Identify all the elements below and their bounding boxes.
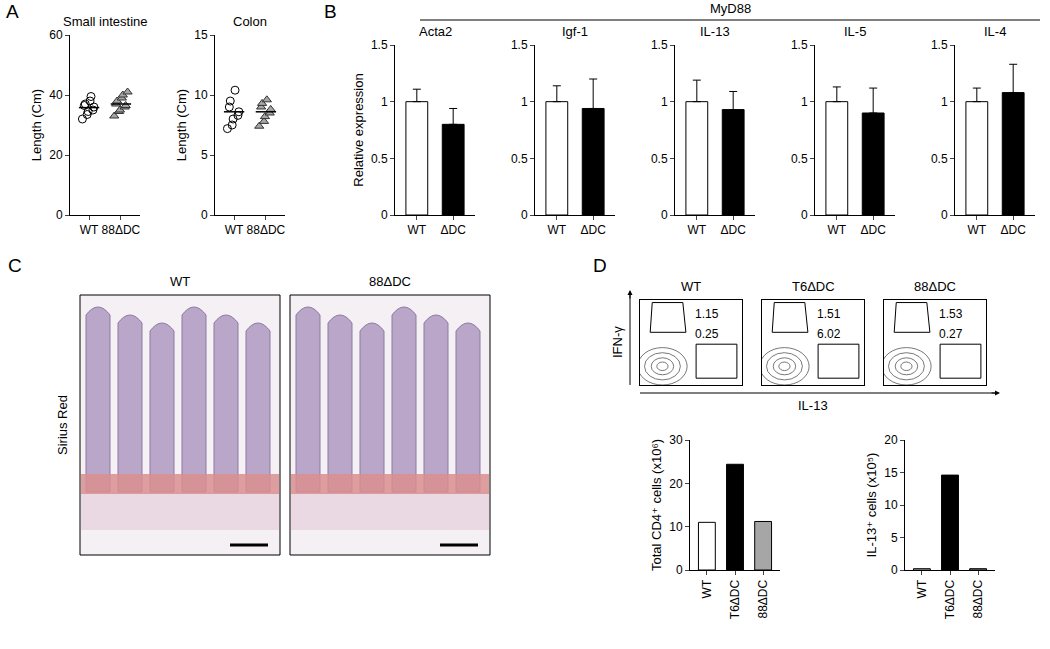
svg-text:Length (Cm): Length (Cm) (29, 89, 44, 161)
svg-text:WT: WT (687, 223, 706, 237)
svg-text:WT: WT (967, 223, 986, 237)
svg-text:1: 1 (941, 95, 948, 109)
svg-text:1.5: 1.5 (931, 38, 948, 52)
svg-text:20: 20 (49, 148, 63, 162)
svg-text:Igf-1: Igf-1 (562, 24, 588, 39)
svg-text:Relative expression: Relative expression (351, 73, 366, 186)
svg-text:WT: WT (827, 223, 846, 237)
svg-text:IL-13: IL-13 (798, 398, 828, 413)
svg-text:ΔDC: ΔDC (581, 223, 607, 237)
svg-text:0: 0 (521, 208, 528, 222)
svg-text:0: 0 (891, 563, 898, 577)
svg-text:T6ΔDC: T6ΔDC (792, 279, 835, 294)
svg-text:0: 0 (801, 208, 808, 222)
svg-text:IL-5: IL-5 (844, 24, 866, 39)
svg-text:Total CD4⁺ cells (x10⁶): Total CD4⁺ cells (x10⁶) (649, 439, 664, 571)
svg-text:Acta2: Acta2 (419, 24, 452, 39)
svg-text:WT: WT (225, 223, 244, 237)
svg-text:Sirius Red: Sirius Red (55, 395, 70, 455)
svg-text:0.5: 0.5 (791, 152, 808, 166)
svg-text:1.15: 1.15 (695, 307, 719, 321)
svg-text:0: 0 (56, 208, 63, 222)
svg-text:1: 1 (801, 95, 808, 109)
svg-text:10: 10 (669, 520, 683, 534)
svg-text:15: 15 (194, 28, 208, 42)
svg-text:ΔDC: ΔDC (721, 223, 747, 237)
svg-text:MyD88: MyD88 (710, 1, 751, 16)
svg-text:C: C (8, 255, 22, 276)
svg-text:IL-13: IL-13 (700, 24, 730, 39)
svg-text:Small intestine: Small intestine (63, 14, 148, 29)
svg-text:1: 1 (661, 95, 668, 109)
svg-text:1.5: 1.5 (511, 38, 528, 52)
svg-text:Colon: Colon (233, 14, 267, 29)
svg-text:0: 0 (661, 208, 668, 222)
svg-text:40: 40 (49, 88, 63, 102)
svg-text:88ΔDC: 88ΔDC (756, 579, 770, 618)
svg-text:T6ΔDC: T6ΔDC (728, 579, 742, 619)
svg-text:WT: WT (407, 223, 426, 237)
svg-text:10: 10 (194, 88, 208, 102)
svg-text:20: 20 (884, 433, 898, 447)
svg-text:WT: WT (80, 223, 99, 237)
svg-text:Length (Cm): Length (Cm) (174, 89, 189, 161)
svg-text:0: 0 (941, 208, 948, 222)
svg-text:15: 15 (884, 466, 898, 480)
svg-text:WT: WT (915, 579, 929, 598)
svg-text:T6ΔDC: T6ΔDC (943, 579, 957, 619)
svg-text:0.5: 0.5 (931, 152, 948, 166)
svg-text:88ΔDC: 88ΔDC (971, 579, 985, 618)
svg-text:IFN-γ: IFN-γ (610, 326, 625, 358)
svg-text:0.25: 0.25 (695, 327, 719, 341)
svg-text:ΔDC: ΔDC (861, 223, 887, 237)
svg-text:WT: WT (170, 274, 190, 289)
svg-text:30: 30 (669, 433, 683, 447)
svg-text:88ΔDC: 88ΔDC (102, 223, 141, 237)
svg-text:5: 5 (891, 531, 898, 545)
svg-text:88ΔDC: 88ΔDC (369, 274, 411, 289)
svg-text:1: 1 (381, 95, 388, 109)
svg-text:0.5: 0.5 (651, 152, 668, 166)
svg-text:10: 10 (884, 498, 898, 512)
svg-text:ΔDC: ΔDC (1001, 223, 1027, 237)
svg-text:D: D (593, 255, 607, 276)
svg-text:88ΔDC: 88ΔDC (247, 223, 286, 237)
svg-text:WT: WT (681, 279, 701, 294)
svg-text:1.5: 1.5 (791, 38, 808, 52)
svg-text:IL-13⁺ cells (x10⁵): IL-13⁺ cells (x10⁵) (864, 453, 879, 558)
svg-text:0: 0 (381, 208, 388, 222)
svg-text:B: B (324, 1, 337, 22)
svg-text:WT: WT (700, 579, 714, 598)
svg-text:ΔDC: ΔDC (441, 223, 467, 237)
svg-text:IL-4: IL-4 (984, 24, 1006, 39)
svg-text:1: 1 (521, 95, 528, 109)
svg-text:WT: WT (547, 223, 566, 237)
svg-text:0.5: 0.5 (511, 152, 528, 166)
svg-text:6.02: 6.02 (817, 327, 841, 341)
svg-text:5: 5 (201, 148, 208, 162)
svg-text:0.27: 0.27 (939, 327, 963, 341)
svg-text:1.51: 1.51 (817, 307, 841, 321)
svg-text:1.5: 1.5 (651, 38, 668, 52)
svg-text:60: 60 (49, 28, 63, 42)
svg-text:20: 20 (669, 477, 683, 491)
svg-text:88ΔDC: 88ΔDC (914, 279, 956, 294)
svg-text:A: A (6, 1, 19, 22)
svg-text:0.5: 0.5 (371, 152, 388, 166)
svg-text:1.5: 1.5 (371, 38, 388, 52)
svg-text:0: 0 (676, 563, 683, 577)
svg-text:0: 0 (201, 208, 208, 222)
svg-text:1.53: 1.53 (939, 307, 963, 321)
